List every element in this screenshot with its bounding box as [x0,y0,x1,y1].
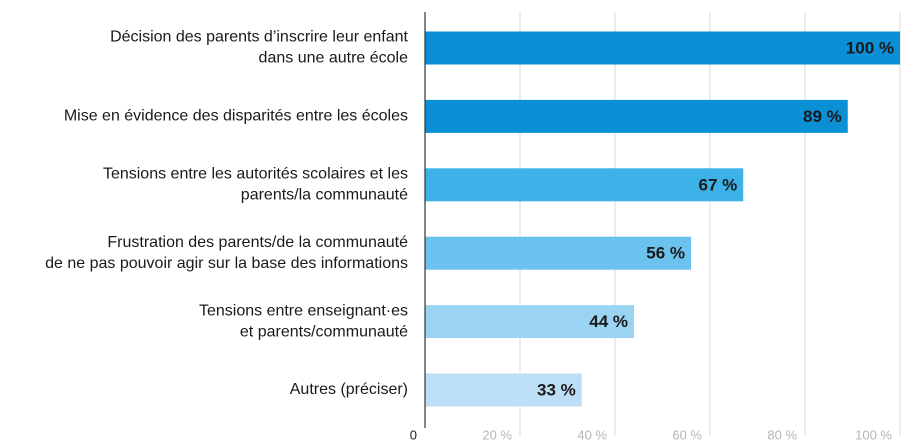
category-label: Autres (préciser) [290,381,408,398]
bar [425,373,582,407]
bar [425,99,848,133]
x-tick-label: 100 % [855,427,892,442]
x-tick-label: 60 % [672,427,702,442]
category-label: dans une autre école [259,50,409,67]
value-label: 67 % [699,175,738,194]
bar [425,236,691,270]
x-tick-label: 20 % [482,427,512,442]
bar [425,305,634,339]
category-label: de ne pas pouvoir agir sur la base des i… [45,255,408,272]
category-label: Mise en évidence des disparités entre le… [64,108,408,125]
x-tick-label: 40 % [577,427,607,442]
category-label: Frustration des parents/de la communauté [107,234,408,251]
x-tick-label: 0 [410,427,417,442]
value-label: 33 % [537,380,576,399]
value-label: 56 % [646,244,685,263]
value-label: 89 % [803,107,842,126]
x-tick-label: 80 % [767,427,797,442]
category-label: Décision des parents d’inscrire leur enf… [110,29,408,46]
bar [425,168,744,202]
category-label: parents/la communauté [241,187,408,204]
category-label: Tensions entre les autorités scolaires e… [103,166,408,183]
value-label: 100 % [846,38,894,57]
category-label: et parents/communauté [240,323,408,340]
bar [425,31,900,65]
value-label: 44 % [589,312,628,331]
category-label: Tensions entre enseignant·es [199,302,408,319]
